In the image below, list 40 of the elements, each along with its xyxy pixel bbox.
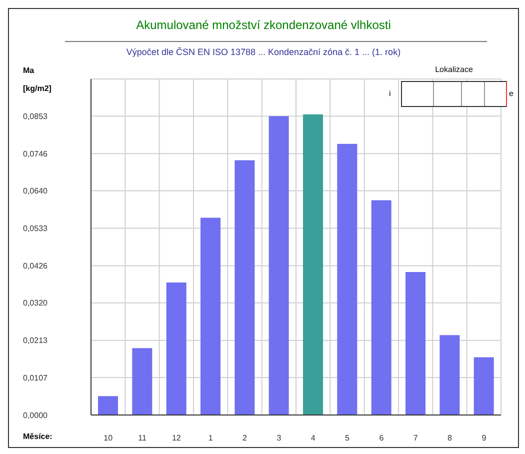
- y-tick-label: 0,0533: [23, 224, 48, 234]
- text: e: [509, 89, 514, 98]
- bar: [303, 114, 323, 415]
- x-tick-label: 12: [172, 434, 182, 443]
- y-tick-label: 0,0746: [23, 149, 48, 158]
- x-tick-label: 3: [276, 434, 282, 443]
- bar: [166, 282, 186, 415]
- x-tick-label: 11: [138, 434, 147, 443]
- chart-subtitle: Výpočet dle ČSN EN ISO 13788 ... Kondenzační zóna č. 1 ... (1. rok): [125, 47, 402, 57]
- bar: [200, 218, 220, 415]
- x-tick-label: 5: [345, 434, 350, 443]
- y-axis-title: Ma [kg/m2]: [23, 66, 52, 93]
- bar: [132, 348, 152, 415]
- bar: [337, 144, 358, 415]
- text: Lokalizace: [434, 65, 474, 74]
- x-axis-title: Měsíce:: [23, 432, 52, 441]
- x-tick-label: 2: [242, 434, 248, 443]
- x-tick-label: 8: [448, 434, 453, 443]
- bar: [268, 116, 289, 415]
- x-tick-label: 6: [379, 434, 384, 443]
- annotation: i: [389, 89, 391, 98]
- y-tick-label: 0,0213: [23, 336, 48, 346]
- y-tick-label: 0,0320: [23, 298, 48, 308]
- bar: [98, 396, 118, 415]
- y-tick-label: 0,0107: [23, 373, 48, 382]
- y-tick-label: 0,0426: [23, 262, 48, 271]
- x-tick-label: 4: [310, 434, 316, 443]
- y-tick-label: 0,0000: [23, 410, 48, 420]
- x-tick-label: 1: [208, 434, 214, 443]
- bar: [474, 357, 494, 415]
- bar: [406, 272, 426, 415]
- y-tick-label: 0,0853: [23, 112, 48, 121]
- y-tick-label: 0,0640: [23, 186, 48, 196]
- x-tick-label: 9: [482, 434, 487, 443]
- x-tick-label: 7: [413, 434, 418, 443]
- bar: [371, 200, 392, 415]
- chart-title: Akumulované množství zkondenzované vlhkosti: [135, 18, 392, 32]
- bar: [234, 160, 255, 415]
- bar: [440, 335, 460, 415]
- x-tick-label: 10: [104, 434, 114, 443]
